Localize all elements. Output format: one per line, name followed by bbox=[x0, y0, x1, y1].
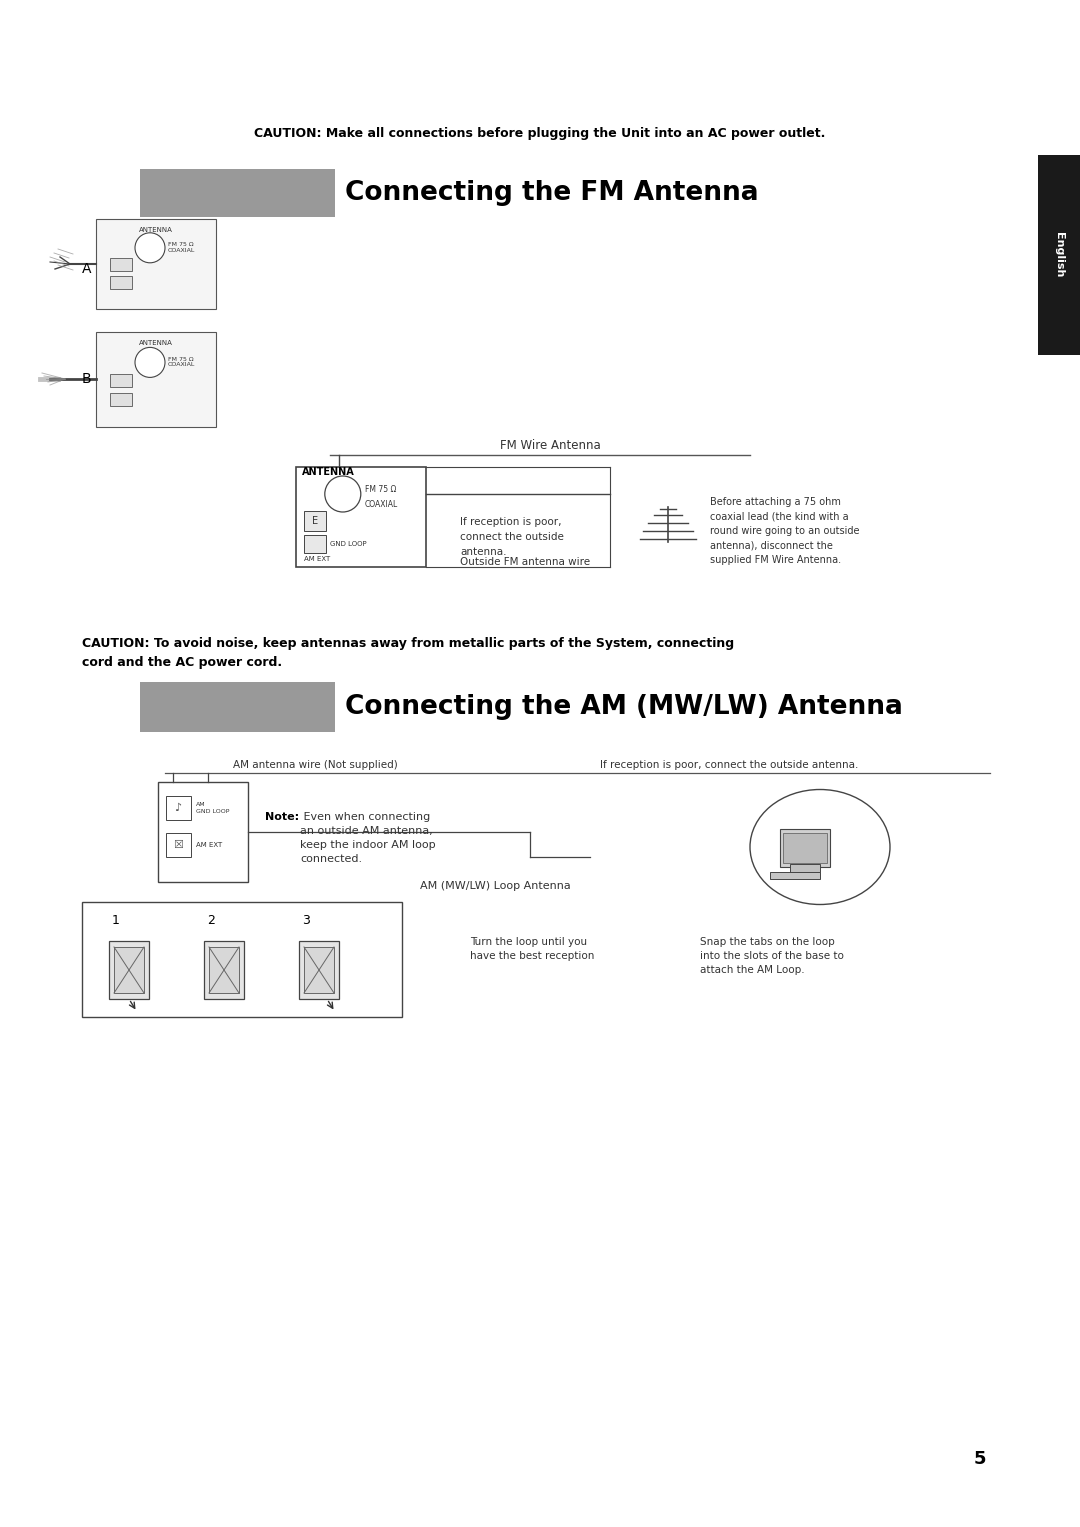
Text: Connecting the AM (MW/LW) Antenna: Connecting the AM (MW/LW) Antenna bbox=[345, 693, 903, 721]
Text: Note:: Note: bbox=[265, 812, 299, 822]
Text: FM 75 Ω: FM 75 Ω bbox=[365, 486, 396, 495]
Bar bbox=[296, 467, 426, 567]
Bar bbox=[303, 534, 326, 553]
Text: 3: 3 bbox=[302, 915, 310, 927]
Text: 5: 5 bbox=[974, 1451, 986, 1467]
Bar bbox=[299, 941, 339, 999]
Text: COAXIAL: COAXIAL bbox=[365, 499, 399, 508]
Text: A: A bbox=[82, 263, 92, 276]
Bar bbox=[82, 902, 402, 1017]
Text: ANTENNA: ANTENNA bbox=[302, 467, 354, 476]
Text: Outside FM antenna wire: Outside FM antenna wire bbox=[460, 557, 590, 567]
Text: Connecting the FM Antenna: Connecting the FM Antenna bbox=[345, 180, 758, 206]
Bar bbox=[166, 796, 191, 820]
Bar bbox=[770, 872, 820, 880]
Text: FM Wire Antenna: FM Wire Antenna bbox=[500, 438, 600, 452]
Bar bbox=[140, 169, 335, 217]
Bar bbox=[158, 782, 248, 883]
Circle shape bbox=[135, 232, 165, 263]
Text: Before attaching a 75 ohm
coaxial lead (the kind with a
round wire going to an o: Before attaching a 75 ohm coaxial lead (… bbox=[710, 496, 860, 565]
Text: ☒: ☒ bbox=[173, 840, 183, 851]
Bar bbox=[140, 683, 335, 731]
Text: Even when connecting
an outside AM antenna,
keep the indoor AM loop
connected.: Even when connecting an outside AM anten… bbox=[300, 812, 435, 864]
Circle shape bbox=[325, 476, 361, 512]
Bar bbox=[166, 834, 191, 857]
Text: If reception is poor,
connect the outside
antenna.: If reception is poor, connect the outsid… bbox=[460, 518, 564, 557]
Text: CAUTION: To avoid noise, keep antennas away from metallic parts of the System, c: CAUTION: To avoid noise, keep antennas a… bbox=[82, 637, 734, 669]
Text: AM antenna wire (Not supplied): AM antenna wire (Not supplied) bbox=[232, 760, 397, 770]
Bar bbox=[114, 947, 144, 993]
Bar bbox=[204, 941, 244, 999]
Text: ANTENNA: ANTENNA bbox=[139, 341, 173, 347]
Text: AM
GND LOOP: AM GND LOOP bbox=[195, 802, 229, 814]
Bar bbox=[110, 392, 133, 406]
Bar bbox=[110, 374, 133, 388]
Bar bbox=[96, 331, 216, 428]
Text: E: E bbox=[312, 516, 319, 525]
Text: Turn the loop until you
have the best reception: Turn the loop until you have the best re… bbox=[470, 938, 594, 960]
Bar bbox=[109, 941, 149, 999]
Bar bbox=[110, 258, 133, 272]
Bar bbox=[303, 947, 334, 993]
Bar bbox=[210, 947, 239, 993]
Text: FM 75 Ω: FM 75 Ω bbox=[168, 243, 193, 247]
Text: 2: 2 bbox=[207, 915, 215, 927]
Text: ♪: ♪ bbox=[175, 803, 181, 812]
Bar bbox=[96, 218, 216, 308]
Text: B: B bbox=[82, 373, 92, 386]
Text: ANTENNA: ANTENNA bbox=[139, 228, 173, 234]
Bar bbox=[789, 864, 820, 872]
Bar bbox=[783, 834, 827, 863]
Text: AM EXT: AM EXT bbox=[303, 556, 330, 562]
Text: AM EXT: AM EXT bbox=[195, 841, 222, 847]
Text: COAXIAL: COAXIAL bbox=[168, 247, 195, 253]
Bar bbox=[1038, 156, 1080, 354]
Text: English: English bbox=[1054, 232, 1064, 278]
Text: FM 75 Ω: FM 75 Ω bbox=[168, 357, 193, 362]
Text: If reception is poor, connect the outside antenna.: If reception is poor, connect the outsid… bbox=[600, 760, 859, 770]
Text: COAXIAL: COAXIAL bbox=[168, 362, 195, 368]
Text: AM (MW/LW) Loop Antenna: AM (MW/LW) Loop Antenna bbox=[420, 881, 570, 890]
Bar bbox=[303, 512, 326, 531]
Text: Snap the tabs on the loop
into the slots of the base to
attach the AM Loop.: Snap the tabs on the loop into the slots… bbox=[700, 938, 843, 976]
Bar bbox=[780, 829, 831, 867]
Text: 1: 1 bbox=[112, 915, 120, 927]
Bar bbox=[110, 276, 133, 289]
Circle shape bbox=[135, 348, 165, 377]
Text: GND LOOP: GND LOOP bbox=[330, 541, 366, 547]
Text: CAUTION: Make all connections before plugging the Unit into an AC power outlet.: CAUTION: Make all connections before plu… bbox=[254, 127, 826, 140]
Ellipse shape bbox=[750, 789, 890, 904]
